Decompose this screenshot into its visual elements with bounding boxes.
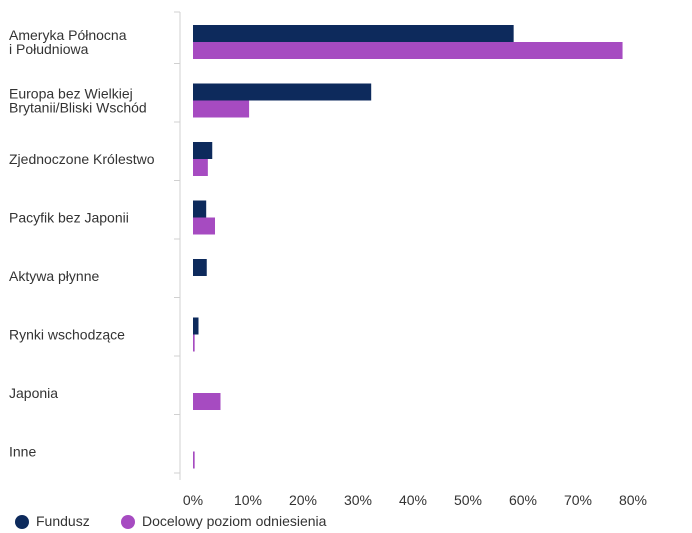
bar-benchmark-5 xyxy=(193,334,195,352)
x-tick-label: 60% xyxy=(509,492,537,508)
x-tick-label: 30% xyxy=(344,492,372,508)
legend-label-fundusz: Fundusz xyxy=(36,513,90,529)
x-tick-label: 80% xyxy=(619,492,647,508)
x-tick-label: 70% xyxy=(564,492,592,508)
legend-marker-fundusz xyxy=(15,515,29,529)
bar-benchmark-0 xyxy=(193,42,623,59)
bar-fundusz-2 xyxy=(193,142,213,159)
x-tick-label: 0% xyxy=(183,492,203,508)
category-label: Brytanii/Bliski Wschód xyxy=(9,100,147,116)
bar-fundusz-1 xyxy=(193,83,372,101)
legend-marker-benchmark xyxy=(121,515,135,529)
bar-benchmark-2 xyxy=(193,159,208,176)
category-label: Rynki wschodzące xyxy=(9,327,125,343)
x-tick-label: 50% xyxy=(454,492,482,508)
x-tick-label: 20% xyxy=(289,492,317,508)
category-label: Pacyfik bez Japonii xyxy=(9,210,129,226)
bar-fundusz-3 xyxy=(193,200,207,218)
bar-fundusz-5 xyxy=(193,317,199,335)
category-label: Zjednoczone Królestwo xyxy=(9,151,155,167)
x-tick-label: 40% xyxy=(399,492,427,508)
category-label: Europa bez Wielkiej xyxy=(9,86,133,102)
category-label: Japonia xyxy=(9,385,58,401)
category-label: Aktywa płynne xyxy=(9,268,99,284)
category-label: i Południowa xyxy=(9,41,89,57)
bar-benchmark-1 xyxy=(193,100,250,118)
x-tick-label: 10% xyxy=(234,492,262,508)
bar-benchmark-3 xyxy=(193,217,215,235)
bar-fundusz-4 xyxy=(193,259,207,276)
category-label: Ameryka Północna xyxy=(9,27,127,43)
bar-benchmark-6 xyxy=(193,393,221,410)
bar-fundusz-0 xyxy=(193,25,514,42)
legend-label-benchmark: Docelowy poziom odniesienia xyxy=(142,513,327,529)
category-label: Inne xyxy=(9,444,36,460)
bar-benchmark-7 xyxy=(193,451,195,469)
